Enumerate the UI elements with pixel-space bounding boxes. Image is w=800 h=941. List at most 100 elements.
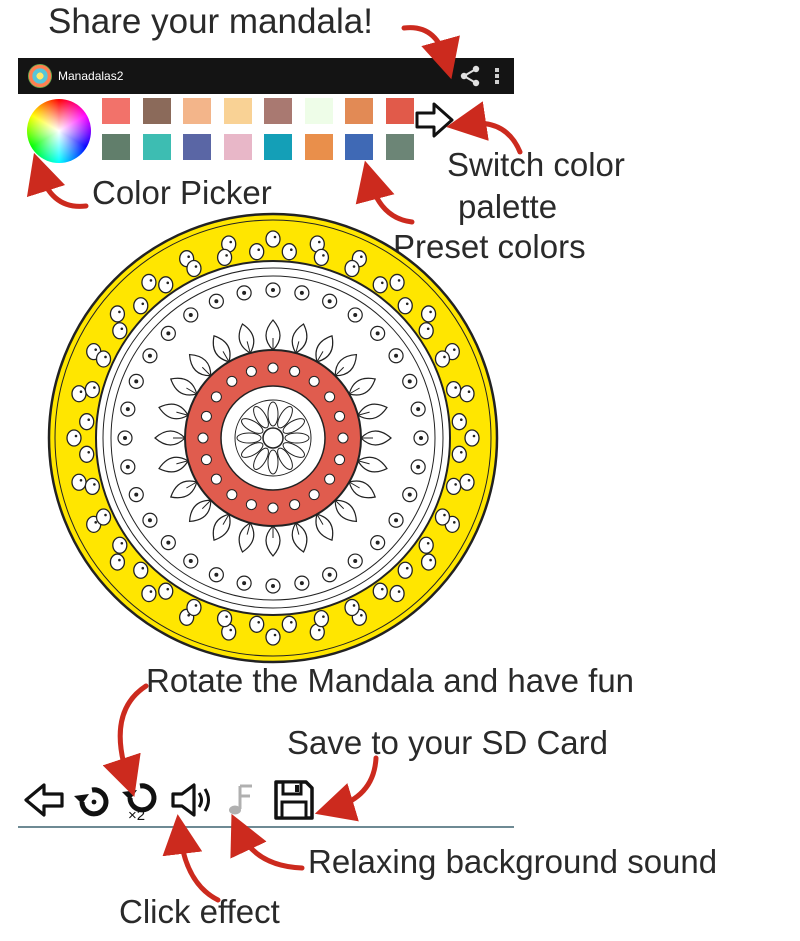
rotate-icon[interactable] (70, 780, 116, 820)
back-icon[interactable] (22, 780, 66, 820)
bird-motif (459, 385, 475, 403)
bird-eye (443, 513, 446, 517)
bird-motif (141, 273, 157, 292)
bird-eye (397, 279, 401, 282)
red-band-motif (289, 499, 301, 511)
bird-eye (93, 386, 96, 389)
bird-eye (120, 327, 124, 331)
dot-center (123, 436, 127, 440)
bird-motif (141, 584, 157, 603)
bird-eye (94, 521, 98, 524)
preset-color-swatch[interactable] (385, 98, 414, 124)
preset-color-swatch[interactable] (345, 98, 373, 124)
bird-eye (317, 240, 321, 244)
preset-color-swatch[interactable] (223, 134, 252, 160)
bird-motif (249, 615, 265, 633)
switch-palette-arrow-icon[interactable] (414, 99, 456, 141)
dot-center (188, 559, 193, 564)
bird-eye (405, 302, 409, 306)
bird-eye (229, 240, 233, 244)
bird-eye (429, 310, 432, 314)
bird-motif (389, 273, 405, 292)
bird-eye (141, 302, 145, 306)
dot-center (375, 331, 380, 336)
preset-color-swatch[interactable] (102, 134, 130, 160)
bird-motif (265, 230, 281, 248)
dot-center (416, 464, 421, 469)
bird-motif (95, 508, 112, 526)
bird-eye (360, 255, 363, 259)
bird-eye (87, 450, 91, 454)
preset-color-swatch[interactable] (345, 134, 373, 160)
bird-motif (79, 445, 95, 463)
save-icon[interactable] (272, 778, 316, 822)
rosette-petal (282, 418, 305, 434)
bird-eye (273, 235, 277, 239)
dot-center (353, 559, 358, 564)
preset-color-swatch[interactable] (304, 98, 333, 124)
bird-motif (95, 350, 112, 368)
annotation-relax: Relaxing background sound (308, 843, 718, 880)
bird-eye (187, 613, 190, 617)
bird-eye (467, 390, 471, 394)
petal-motif (357, 403, 388, 420)
click-sound-icon[interactable] (168, 780, 216, 820)
dot-center (299, 581, 304, 586)
preset-color-swatch[interactable] (102, 98, 130, 124)
preset-color-swatch[interactable] (183, 134, 211, 160)
preset-color-swatch[interactable] (223, 98, 252, 124)
dot-center (353, 312, 358, 317)
petal-vein (176, 460, 189, 465)
preset-color-swatch[interactable] (142, 98, 171, 124)
annotation-save: Save to your SD Card (287, 724, 608, 761)
dot-center (134, 492, 139, 497)
bird-eye (94, 348, 98, 351)
dot-center (416, 407, 421, 412)
bird-eye (380, 587, 384, 591)
bird-motif (112, 322, 128, 340)
mandala-canvas[interactable] (47, 212, 499, 664)
preset-color-swatch[interactable] (142, 134, 171, 160)
bird-motif (71, 385, 87, 403)
bird-eye (229, 628, 233, 632)
petal-motif (291, 522, 308, 553)
preset-color-swatch[interactable] (304, 134, 333, 160)
bird-motif (451, 413, 467, 431)
bird-eye (443, 355, 446, 359)
bird-motif (451, 445, 467, 463)
annotation-share: Share your mandala! (48, 2, 373, 41)
preset-color-swatch[interactable] (183, 98, 211, 124)
rosette-petal (236, 432, 262, 444)
color-picker-wheel[interactable] (27, 99, 91, 163)
annotation-preset: Preset colors (393, 228, 586, 265)
bird-motif (133, 561, 149, 579)
bird-eye (225, 615, 228, 618)
bird-eye (225, 254, 228, 257)
preset-color-swatch[interactable] (385, 134, 414, 160)
bird-eye (118, 558, 121, 562)
click-arrow (162, 814, 221, 903)
bird-motif (434, 508, 451, 526)
bird-motif (344, 259, 360, 278)
preset-color-swatch[interactable] (264, 134, 292, 160)
rotate-x2-label: ×2 (128, 807, 145, 822)
petal-vein (334, 366, 345, 377)
rotate-x2-icon[interactable]: ×2 (118, 778, 164, 822)
petal-vein (357, 411, 370, 416)
bird-motif (389, 584, 405, 603)
red-band-motif (226, 375, 238, 387)
share-icon[interactable] (456, 62, 484, 90)
red-band-motif (200, 410, 212, 422)
red-band-motif (210, 473, 222, 485)
bird-eye (454, 386, 457, 389)
dot-center (394, 353, 399, 358)
bird-motif (84, 477, 101, 496)
overflow-menu-icon[interactable] (488, 62, 506, 90)
bird-motif (186, 598, 202, 617)
preset-color-swatch[interactable] (264, 98, 292, 124)
red-band-motif (267, 362, 279, 374)
bird-motif (397, 297, 413, 315)
music-icon[interactable] (224, 780, 260, 820)
bird-motif (313, 248, 330, 267)
bird-eye (120, 541, 124, 545)
